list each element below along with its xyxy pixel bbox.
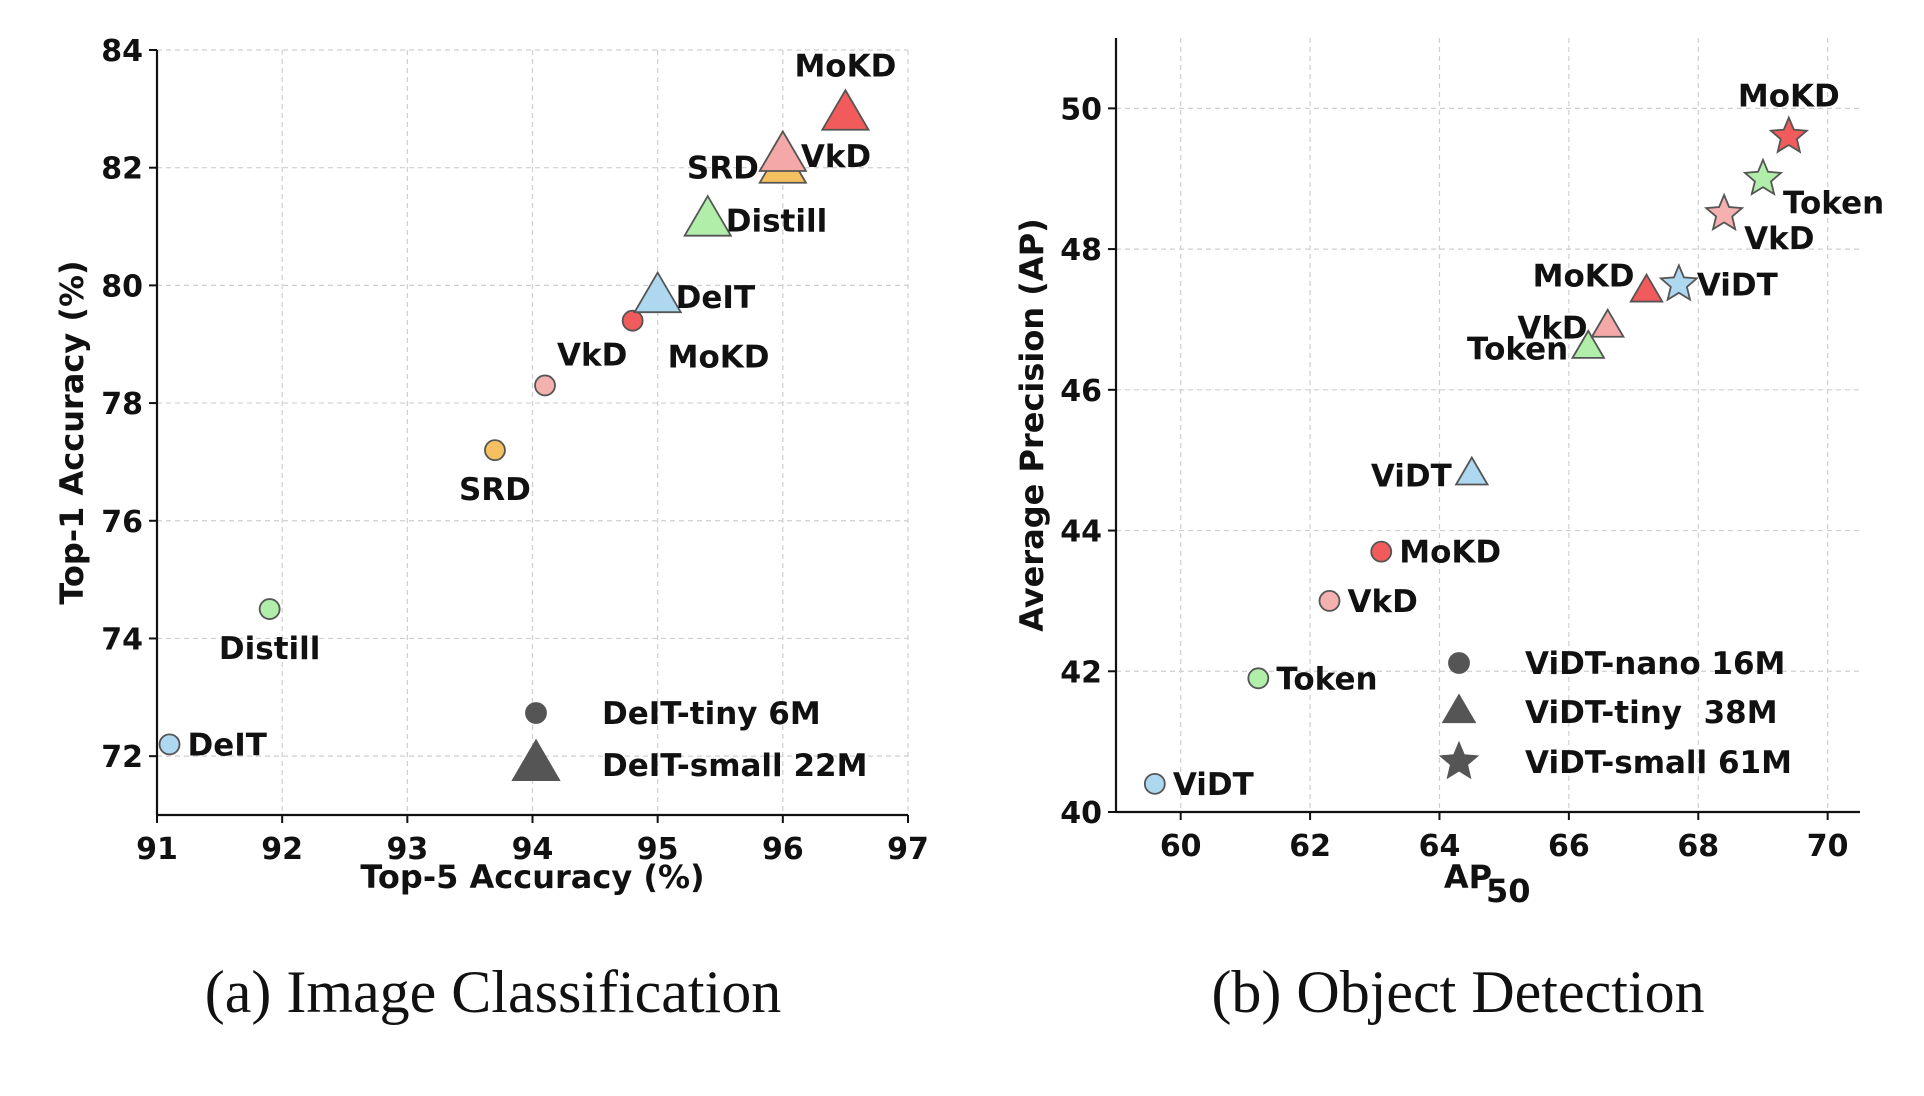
point-label-vidt: ViDT xyxy=(1697,267,1778,303)
point-label-distill: Distill xyxy=(726,204,828,240)
y-tick-label: 78 xyxy=(101,387,143,422)
y-tick-label: 50 xyxy=(1060,92,1102,127)
legend-label: DeIT-tiny 6M xyxy=(602,696,821,732)
point-label-mokd: MoKD xyxy=(668,340,770,376)
point-mokd-triangle xyxy=(1629,272,1664,303)
point-label-vidt: ViDT xyxy=(1173,767,1254,803)
legend: DeIT-tiny 6M DeIT-small 22M xyxy=(511,696,867,784)
y-tick-label: 44 xyxy=(1060,515,1102,550)
point-label-vkd: VkD xyxy=(1347,584,1417,620)
point-mokd-triangle xyxy=(820,88,871,131)
point-token-triangle xyxy=(1570,329,1606,359)
point-label-mokd: MoKD xyxy=(1738,79,1840,115)
point-token-circle xyxy=(1247,667,1270,690)
x-tick-label: 60 xyxy=(1160,829,1202,864)
legend-triangle-icon xyxy=(1441,693,1477,724)
x-tick-label: 68 xyxy=(1677,829,1719,864)
point-token-star xyxy=(1742,157,1784,196)
legend-label: ViDT-small 61M xyxy=(1525,745,1792,781)
x-tick-label: 62 xyxy=(1289,829,1331,864)
x-tick-label: 93 xyxy=(386,832,428,867)
x-axis-label: AP xyxy=(1444,858,1492,896)
point-mokd-circle xyxy=(1370,540,1393,563)
x-tick-label: 64 xyxy=(1419,829,1461,864)
point-srd-circle xyxy=(484,439,506,462)
point-mokd-circle xyxy=(621,309,644,332)
legend-label: DeIT-small 22M xyxy=(602,748,867,784)
point-label-srd: SRD xyxy=(687,151,759,187)
y-tick-label: 84 xyxy=(101,34,143,69)
legend-triangle-icon xyxy=(511,738,561,781)
x-tick-label: 94 xyxy=(512,832,554,867)
point-deit-triangle xyxy=(632,270,683,314)
point-vidt-star xyxy=(1658,263,1700,302)
point-label-token: Token xyxy=(1467,332,1568,368)
legend-star-icon xyxy=(1438,740,1480,780)
y-tick-label: 40 xyxy=(1060,796,1102,831)
legend-circle-icon xyxy=(525,702,547,724)
x-tick-label: 66 xyxy=(1548,829,1590,864)
x-tick-label: 92 xyxy=(261,832,303,867)
y-tick-label: 72 xyxy=(101,740,143,775)
legend: ViDT-nano 16M ViDT-tiny 38M ViDT-small 61M xyxy=(1438,646,1792,781)
point-label-mokd: MoKD xyxy=(1533,258,1635,294)
x-tick-label: 95 xyxy=(637,832,679,867)
y-tick-label: 76 xyxy=(101,505,143,540)
y-tick-label: 42 xyxy=(1060,655,1102,690)
point-mokd-star xyxy=(1768,115,1810,154)
point-label-vkd: VkD xyxy=(557,337,627,373)
point-label-srd: SRD xyxy=(459,472,531,508)
x-axis-label: Top-5 Accuracy (%) xyxy=(360,858,704,896)
point-label-mokd: MoKD xyxy=(794,49,896,85)
caption-b: (b) Object Detection xyxy=(1211,959,1704,1025)
point-vkd-circle xyxy=(534,374,556,397)
point-label-token: Token xyxy=(1276,661,1377,697)
legend-circle-icon xyxy=(1448,652,1470,674)
x-tick-label: 96 xyxy=(762,832,804,867)
point-label-mokd: MoKD xyxy=(1399,535,1501,571)
x-tick-label: 70 xyxy=(1807,829,1849,864)
point-label-vkd: VkD xyxy=(1517,310,1587,346)
point-vkd-star xyxy=(1703,192,1745,232)
point-label-deit: DeIT xyxy=(188,727,267,763)
point-label-token: Token xyxy=(1783,186,1884,222)
point-vidt-circle xyxy=(1143,772,1166,795)
point-distill-triangle xyxy=(683,194,733,237)
chart-image-classification: 91 92 93 94 95 96 97 72 74 76 78 80 82 84 Top-5 Accura… xyxy=(53,34,929,896)
caption-a: (a) Image Classification xyxy=(205,959,781,1025)
legend-label: ViDT-tiny 38M xyxy=(1525,695,1778,731)
y-tick-label: 80 xyxy=(101,269,143,304)
point-label-vidt: ViDT xyxy=(1371,458,1452,494)
x-tick-label: 91 xyxy=(136,832,178,867)
point-deit-circle xyxy=(158,733,181,756)
point-label-vkd: VkD xyxy=(801,139,871,175)
point-vkd-circle xyxy=(1318,590,1341,612)
y-axis-label: Top-1 Accuracy (%) xyxy=(53,260,91,604)
point-label-vkd: VkD xyxy=(1744,221,1814,257)
x-tick-label: 97 xyxy=(887,832,929,867)
point-vkd-triangle xyxy=(758,129,808,172)
point-label-distill: Distill xyxy=(219,631,321,667)
x-axis-label-subscript: 50 xyxy=(1486,872,1531,910)
legend-label: ViDT-nano 16M xyxy=(1525,646,1785,682)
y-tick-label: 74 xyxy=(101,622,143,657)
y-tick-label: 82 xyxy=(101,152,143,187)
point-vidt-triangle xyxy=(1454,455,1490,486)
y-tick-label: 48 xyxy=(1060,233,1102,268)
point-distill-circle xyxy=(258,598,281,620)
point-label-deit: DeIT xyxy=(676,280,755,316)
point-vkd-triangle xyxy=(1590,307,1626,338)
y-axis-label: Average Precision (AP) xyxy=(1013,218,1051,632)
y-tick-label: 46 xyxy=(1060,374,1102,409)
